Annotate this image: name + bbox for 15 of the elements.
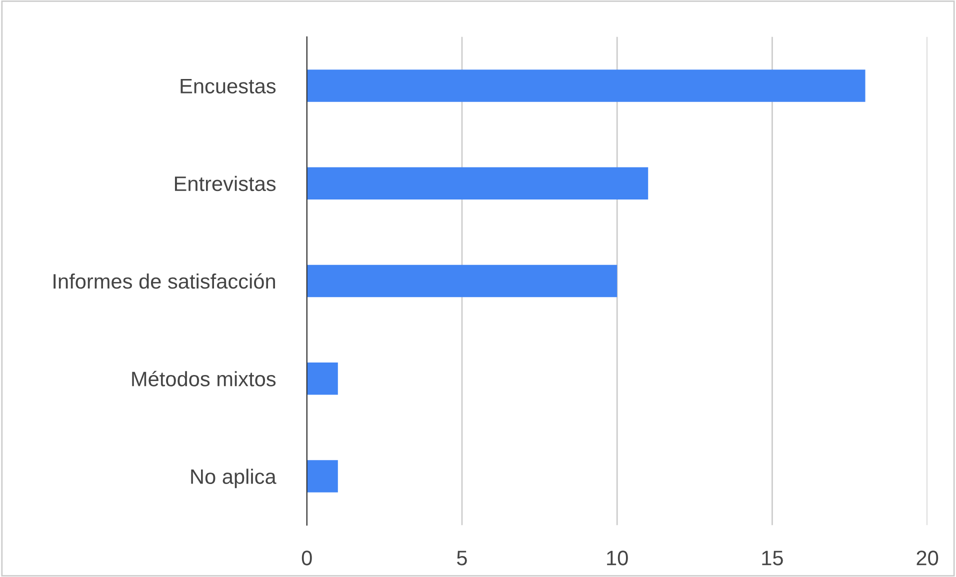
y-tick-label: Encuestas (180, 78, 276, 94)
bar (306, 264, 618, 298)
x-tick-label: 10 (607, 550, 628, 566)
bar (306, 70, 866, 102)
y-tick-label: Entrevistas (174, 176, 276, 192)
x-tick-label: 20 (916, 550, 938, 566)
bar (306, 362, 338, 395)
x-tick-label: 5 (457, 550, 467, 566)
y-tick-label: No aplica (191, 468, 276, 488)
bar (306, 460, 338, 492)
y-tick-label: Informes de satisfacción (54, 273, 275, 289)
y-tick-label: Métodos mixtos (132, 370, 276, 386)
bar (306, 167, 648, 200)
x-tick-label: 15 (762, 550, 783, 566)
x-tick-label: 0 (302, 550, 312, 566)
